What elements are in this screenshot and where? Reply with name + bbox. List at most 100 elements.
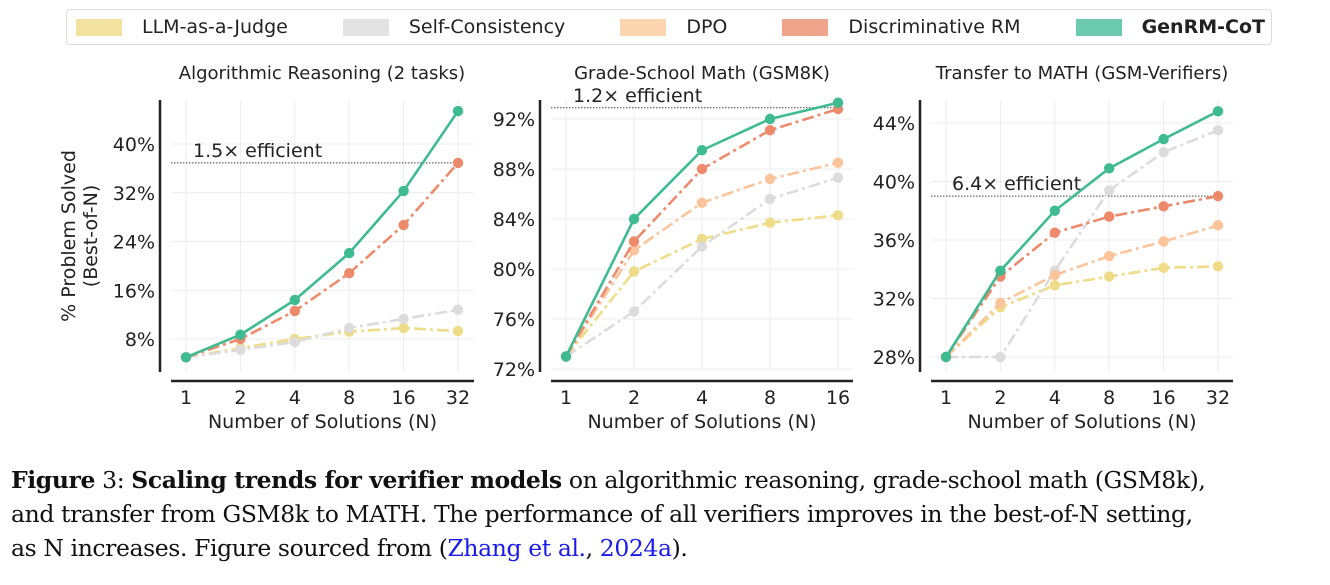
chart-panel-3: 28% 32% 36% 40% 44% 1 2 4 8 16 32 Number of Solutio…: [873, 63, 1233, 433]
data-point-discriminative-rm: [1104, 211, 1115, 222]
x-tick-label: 2: [994, 387, 1006, 409]
data-point-dpo: [764, 173, 776, 185]
y-tick-label: 44%: [873, 113, 915, 135]
x-tick-label: 32: [1206, 387, 1230, 409]
y-tick-label: 40%: [113, 134, 155, 156]
data-point-genrm-cot: [995, 265, 1006, 276]
legend-swatch: [342, 18, 389, 36]
x-tick-label: 1: [940, 387, 952, 409]
y-axis-label: % Problem Solved(Best-of-N): [58, 150, 102, 322]
x-axis-label: Number of Solutions (N): [967, 411, 1196, 433]
data-point-dpo: [1212, 220, 1224, 231]
data-point-llm-as-a-judge: [452, 325, 464, 337]
x-tick-label: 16: [1152, 387, 1176, 409]
y-tick-label: 28%: [873, 347, 915, 369]
data-point-genrm-cot: [180, 352, 192, 363]
data-point-self-consistency: [1104, 185, 1115, 196]
legend-swatch: [620, 18, 667, 36]
data-point-self-consistency: [344, 322, 355, 334]
chart-panel-2: 72% 76% 80% 84% 88% 92% 1 2 4 8 16 Number of Soluti…: [493, 63, 853, 433]
chart-title: Grade-School Math (GSM8K): [574, 63, 830, 84]
data-point-discriminative-rm: [1212, 190, 1224, 202]
x-axis-label: Number of Solutions (N): [587, 411, 816, 433]
efficiency-annotation: 6.4× efficient: [952, 173, 1081, 195]
legend: LLM-as-a-Judge Self-Consistency DPO Disc…: [66, 9, 1272, 45]
x-tick-label: 2: [628, 387, 640, 409]
series-line-self-consistency: [185, 308, 459, 359]
chart-title: Algorithmic Reasoning (2 tasks): [179, 63, 465, 84]
caption-text: ,: [585, 534, 600, 562]
caption-line-3: as N increases. Figure sourced from (Zha…: [11, 531, 1326, 565]
caption-figure-label: Figure: [11, 466, 96, 494]
series-line-discriminative-rm: [185, 162, 459, 359]
data-point-llm-as-a-judge: [696, 233, 708, 245]
caption-title: Scaling trends for verifier models: [131, 466, 562, 494]
x-tick-label: 8: [1103, 387, 1115, 409]
data-point-self-consistency: [452, 304, 464, 315]
legend-label: DPO: [686, 16, 728, 38]
series-genrm-cot: [180, 105, 464, 363]
legend-swatch: [1075, 18, 1122, 36]
series-discriminative-rm: [180, 157, 464, 363]
caption-figure-number: 3:: [102, 466, 125, 494]
series-self-consistency: [940, 125, 1224, 363]
series-self-consistency: [180, 304, 464, 363]
x-tick-label: 1: [180, 387, 192, 409]
series-line-dpo: [945, 224, 1219, 358]
caption-text: ).: [671, 534, 688, 562]
series-line-llm-as-a-judge: [945, 265, 1219, 358]
data-point-dpo: [995, 297, 1006, 309]
data-point-llm-as-a-judge: [764, 217, 776, 228]
series-line-self-consistency: [946, 129, 1219, 359]
legend-label: LLM-as-a-Judge: [142, 16, 288, 38]
data-point-genrm-cot: [289, 294, 300, 306]
data-point-genrm-cot: [940, 351, 952, 363]
legend-item-genrm-cot: GenRM-CoT: [1075, 16, 1265, 38]
series-genrm-cot: [560, 97, 844, 362]
x-tick-label: 8: [764, 387, 776, 409]
x-tick-label: 2: [234, 387, 246, 409]
data-point-discriminative-rm: [344, 267, 355, 279]
data-point-self-consistency: [628, 306, 640, 317]
x-tick-label: 4: [696, 387, 708, 409]
data-point-self-consistency: [832, 172, 844, 183]
data-point-llm-as-a-judge: [398, 322, 409, 334]
y-tick-label: 32%: [873, 289, 915, 311]
y-tick-label: 88%: [493, 159, 535, 181]
data-point-genrm-cot: [628, 213, 640, 225]
legend-item-discriminative-rm: Discriminative RM: [782, 16, 1021, 38]
series-line-genrm-cot: [944, 110, 1219, 358]
x-tick-label: 1: [560, 387, 572, 409]
series-llm-as-a-judge: [940, 261, 1224, 363]
data-point-genrm-cot: [1158, 133, 1169, 145]
y-tick-label: 32%: [113, 183, 155, 205]
series-discriminative-rm: [940, 190, 1224, 363]
x-tick-label: 32: [446, 387, 470, 409]
citation-author-link[interactable]: Zhang et al.: [447, 534, 586, 562]
y-tick-label: 72%: [493, 359, 535, 381]
series-line-genrm-cot: [185, 110, 460, 359]
y-tick-label: 76%: [493, 309, 535, 331]
x-tick-label: 4: [289, 387, 301, 409]
figure-caption: Figure 3: Scaling trends for verifier mo…: [11, 463, 1326, 565]
caption-line-1: Figure 3: Scaling trends for verifier mo…: [11, 463, 1326, 497]
x-tick-label: 16: [826, 387, 850, 409]
legend-label: Self-Consistency: [408, 16, 566, 38]
chart-title: Transfer to MATH (GSM-Verifiers): [935, 63, 1229, 84]
data-point-llm-as-a-judge: [628, 266, 640, 277]
data-point-discriminative-rm: [1158, 201, 1169, 212]
data-point-genrm-cot: [1212, 106, 1224, 117]
data-point-self-consistency: [764, 193, 776, 205]
data-point-genrm-cot: [344, 247, 355, 259]
legend-label: Discriminative RM: [848, 16, 1021, 38]
data-point-dpo: [1104, 250, 1115, 262]
figure: 8% 16% 24% 32% 40% 1 2 4 8 16 32 Number of Solution…: [58, 9, 1272, 433]
y-tick-label: 16%: [113, 280, 155, 302]
data-point-discriminative-rm: [764, 125, 776, 136]
data-point-dpo: [1049, 269, 1061, 281]
data-point-llm-as-a-judge: [832, 210, 844, 221]
x-tick-label: 16: [392, 387, 416, 409]
data-point-discriminative-rm: [398, 219, 409, 231]
citation-year-link[interactable]: 2024a: [599, 534, 672, 562]
data-point-llm-as-a-judge: [1212, 261, 1224, 272]
